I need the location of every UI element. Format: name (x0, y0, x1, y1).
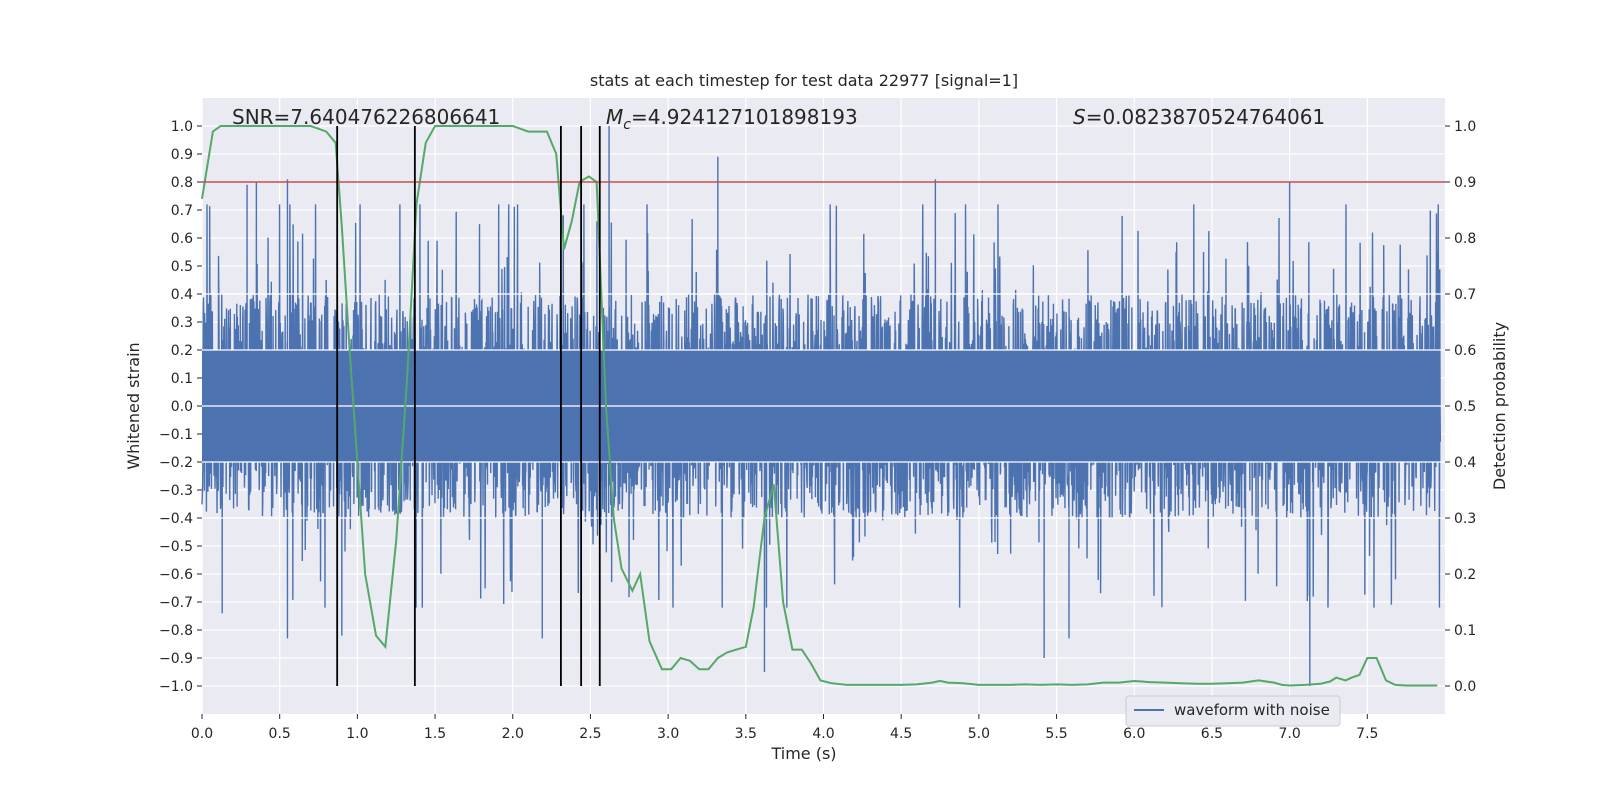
y-left-tick-label: −0.1 (159, 427, 193, 443)
x-tick-label: 6.5 (1201, 726, 1223, 742)
snr-annotation: SNR=7.640476226806641 (232, 105, 500, 129)
x-axis-label: Time (s) (770, 744, 836, 763)
legend: waveform with noise (1125, 695, 1341, 727)
y-right-tick-label: 0.5 (1454, 399, 1476, 415)
y-left-tick-label: −0.2 (159, 455, 193, 471)
y-left-tick-label: 0.6 (171, 231, 193, 247)
s-symbol: S (1073, 105, 1086, 129)
mc-symbol: M (606, 105, 623, 129)
x-tick-label: 7.5 (1356, 726, 1378, 742)
mc-subscript: c (623, 117, 631, 133)
y-right-tick-label: 1.0 (1454, 119, 1476, 135)
y-right-tick-label: 0.7 (1454, 287, 1476, 303)
x-tick-label: 5.5 (1045, 726, 1067, 742)
y-right-tick-label: 0.6 (1454, 343, 1476, 359)
y-left-tick-label: 0.9 (171, 147, 193, 163)
chart-title: stats at each timestep for test data 229… (590, 71, 1018, 90)
mc-value: =4.924127101898193 (631, 105, 858, 129)
y-left-tick-label: −0.9 (159, 651, 193, 667)
probability-line (201, 125, 1438, 687)
y-right-tick-label: 0.9 (1454, 175, 1476, 191)
legend-label: waveform with noise (1174, 701, 1330, 719)
x-tick-label: 0.5 (269, 726, 291, 742)
y-axis-label-left: Whitened strain (124, 342, 143, 469)
legend-box (1125, 695, 1341, 727)
x-tick-label: 4.5 (890, 726, 912, 742)
y-right-tick-label: 0.1 (1454, 623, 1476, 639)
y-left-tick-label: 0.7 (171, 203, 193, 219)
s-value: =0.0823870524764061 (1086, 105, 1325, 129)
y-left-tick-label: 0.0 (171, 399, 193, 415)
y-left-tick-label: −0.5 (159, 539, 193, 555)
y-axis-label-right: Detection probability (1490, 322, 1509, 490)
y-left-tick-label: 0.1 (171, 371, 193, 387)
y-left-tick-label: −0.6 (159, 567, 193, 583)
vertical-lines (336, 126, 601, 686)
s-annotation: S=0.0823870524764061 (1073, 105, 1325, 129)
y-right-tick-label: 0.4 (1454, 455, 1476, 471)
x-tick-label: 2.0 (502, 726, 524, 742)
y-left-tick-label: 0.3 (171, 315, 193, 331)
x-tick-label: 6.0 (1123, 726, 1145, 742)
y-left-tick-label: 0.2 (171, 343, 193, 359)
x-tick-label: 5.0 (968, 726, 990, 742)
probability-series (201, 125, 1438, 687)
y-left-tick-label: −0.8 (159, 623, 193, 639)
x-tick-label: 2.5 (579, 726, 601, 742)
y-right-tick-label: 0.0 (1454, 679, 1476, 695)
axis-ticks: 0.0 0.5 1.0 1.5 2.0 2.5 3.0 3.5 4.0 4.5 5.0 5.5 6.0 6… (159, 119, 1476, 742)
x-tick-label: 7.0 (1278, 726, 1300, 742)
y-left-tick-label: 0.8 (171, 175, 193, 191)
y-left-tick-label: −0.3 (159, 483, 193, 499)
x-tick-label: 0.0 (191, 726, 213, 742)
y-left-tick-label: 1.0 (171, 119, 193, 135)
x-tick-label: 1.5 (424, 726, 446, 742)
y-right-tick-label: 0.2 (1454, 567, 1476, 583)
y-left-tick-label: −0.7 (159, 595, 193, 611)
y-right-tick-label: 0.3 (1454, 511, 1476, 527)
y-left-tick-label: 0.5 (171, 259, 193, 275)
x-tick-label: 1.0 (346, 726, 368, 742)
y-left-tick-label: −0.4 (159, 511, 193, 527)
x-tick-label: 4.0 (812, 726, 834, 742)
x-tick-label: 3.5 (735, 726, 757, 742)
y-right-tick-label: 0.8 (1454, 231, 1476, 247)
y-left-tick-label: −1.0 (159, 679, 193, 695)
mc-annotation: Mc=4.924127101898193 (606, 105, 858, 133)
y-left-tick-label: 0.4 (171, 287, 193, 303)
x-tick-label: 3.0 (657, 726, 679, 742)
